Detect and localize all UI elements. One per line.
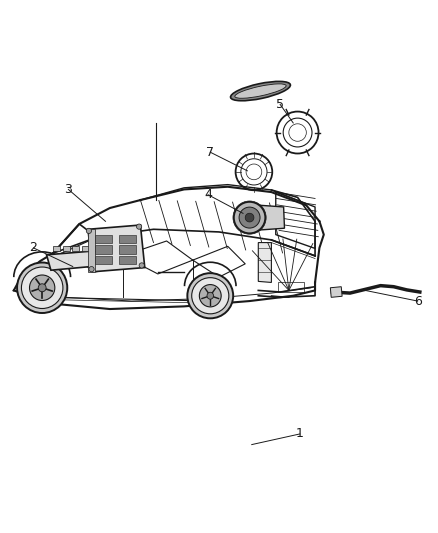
Ellipse shape: [207, 292, 214, 299]
Text: 5: 5: [276, 98, 284, 111]
Polygon shape: [46, 251, 103, 270]
Ellipse shape: [192, 278, 229, 314]
Ellipse shape: [38, 284, 46, 292]
Text: 1: 1: [296, 427, 304, 440]
Circle shape: [234, 202, 265, 233]
Polygon shape: [330, 287, 342, 297]
Polygon shape: [95, 245, 112, 254]
Ellipse shape: [17, 263, 67, 313]
Ellipse shape: [199, 285, 221, 307]
Polygon shape: [92, 246, 99, 251]
Polygon shape: [88, 229, 95, 272]
Polygon shape: [88, 225, 145, 272]
Polygon shape: [258, 243, 272, 282]
Text: 7: 7: [206, 146, 214, 159]
Polygon shape: [63, 246, 70, 251]
Ellipse shape: [235, 84, 286, 98]
Circle shape: [137, 224, 142, 229]
Polygon shape: [95, 235, 112, 243]
Polygon shape: [119, 245, 136, 254]
Polygon shape: [82, 246, 89, 251]
Circle shape: [86, 228, 92, 233]
Ellipse shape: [187, 273, 233, 318]
Circle shape: [239, 207, 260, 228]
Polygon shape: [119, 256, 136, 264]
Text: 6: 6: [414, 295, 422, 308]
Polygon shape: [254, 205, 285, 230]
Circle shape: [245, 213, 254, 222]
Ellipse shape: [21, 267, 63, 309]
Polygon shape: [53, 246, 60, 251]
Circle shape: [89, 266, 94, 272]
Polygon shape: [72, 246, 79, 251]
Ellipse shape: [230, 82, 290, 101]
Polygon shape: [95, 256, 112, 264]
Text: 2: 2: [29, 241, 37, 254]
Circle shape: [139, 263, 145, 268]
Polygon shape: [119, 235, 136, 243]
Text: 3: 3: [64, 183, 72, 196]
Ellipse shape: [29, 275, 55, 301]
Text: 4: 4: [204, 188, 212, 201]
